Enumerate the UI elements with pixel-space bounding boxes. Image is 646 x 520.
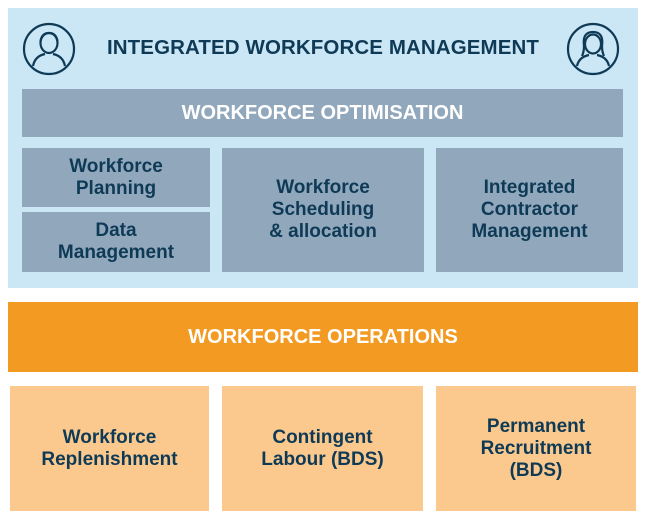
data-management-box: Data Management xyxy=(22,212,210,272)
male-user-icon xyxy=(22,22,76,76)
female-user-icon xyxy=(566,22,620,76)
page-title: INTEGRATED WORKFORCE MANAGEMENT xyxy=(106,36,540,59)
contingent-labour-box: Contingent Labour (BDS) xyxy=(222,386,423,511)
workforce-operations-bar: WORKFORCE OPERATIONS xyxy=(8,302,638,372)
workforce-scheduling-box: Workforce Scheduling & allocation xyxy=(222,148,424,272)
workforce-optimisation-bar: WORKFORCE OPTIMISATION xyxy=(22,89,623,137)
integrated-contractor-management-box: Integrated Contractor Management xyxy=(436,148,623,272)
workforce-planning-box: Workforce Planning xyxy=(22,148,210,207)
workforce-replenishment-box: Workforce Replenishment xyxy=(10,386,209,511)
permanent-recruitment-box: Permanent Recruitment (BDS) xyxy=(436,386,636,511)
